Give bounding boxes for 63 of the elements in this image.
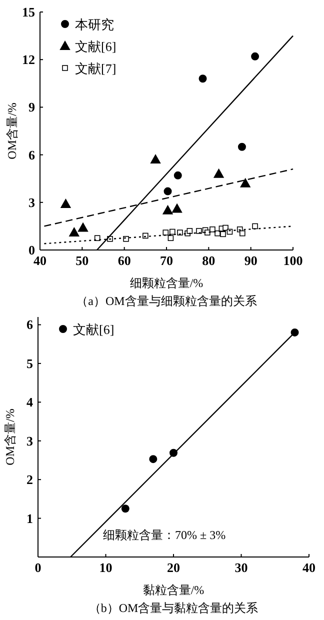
- x-tick-label: 30: [234, 560, 248, 575]
- x-axis-title: 黏粒含量/%: [142, 583, 204, 597]
- x-tick-label: 20: [167, 560, 180, 575]
- point: [162, 230, 169, 236]
- point: [252, 223, 258, 230]
- x-tick-label: 90: [244, 253, 258, 268]
- point: [94, 235, 100, 241]
- point: [220, 231, 226, 238]
- x-tick-label: 60: [118, 253, 131, 268]
- point: [69, 228, 80, 237]
- y-tick-label: 0: [28, 242, 35, 258]
- point: [240, 178, 250, 188]
- y-axis-title: OM含量/%: [3, 408, 17, 466]
- point: [142, 232, 148, 239]
- point: [204, 230, 210, 236]
- point: [251, 52, 260, 60]
- point: [164, 187, 172, 196]
- annotation: 细颗粒含量：70% ± 3%: [103, 528, 226, 542]
- y-axis-title: OM含量/%: [5, 102, 19, 160]
- point: [170, 228, 176, 235]
- x-tick-label: 50: [76, 253, 89, 268]
- y-tick-label: 3: [26, 433, 34, 448]
- legend-label: 文献[6]: [73, 322, 114, 337]
- y-tick-label: 12: [22, 52, 35, 68]
- point: [210, 226, 216, 232]
- legend-label: 文献[6]: [75, 39, 116, 54]
- x-axis-title: 细颗粒含量/%: [130, 276, 204, 290]
- x-tick-label: 10: [99, 560, 112, 575]
- point: [174, 171, 182, 180]
- point: [172, 204, 182, 213]
- point: [168, 235, 174, 241]
- point: [186, 228, 193, 234]
- x-tick-label: 40: [34, 253, 46, 268]
- text: （a）OM含量与细颗粒含量的关系: [76, 294, 257, 308]
- y-tick-label: 15: [22, 4, 36, 20]
- point: [78, 222, 88, 232]
- y-tick-label: 4: [26, 394, 34, 410]
- point: [123, 236, 129, 242]
- point: [198, 74, 207, 83]
- x-tick-label: 80: [202, 253, 216, 268]
- x-tick-label: 40: [302, 560, 316, 575]
- legend-label: 文献[7]: [75, 61, 116, 76]
- point: [60, 198, 71, 208]
- y-tick-label: 6: [26, 317, 34, 332]
- point: [121, 504, 130, 513]
- y-tick-label: 5: [26, 356, 34, 371]
- x-tick-label: 100: [283, 253, 303, 268]
- point: [240, 230, 246, 236]
- point: [222, 224, 228, 231]
- point: [177, 230, 183, 236]
- x-tick-label: 70: [160, 253, 173, 268]
- y-tick-label: 6: [28, 147, 36, 162]
- text: （b）OM含量与黏粒含量的关系: [88, 601, 258, 615]
- point: [150, 154, 161, 164]
- legend-label: 本研究: [75, 17, 114, 32]
- y-tick-label: 1: [26, 510, 33, 526]
- point: [149, 455, 158, 464]
- point: [238, 142, 246, 151]
- y-tick-label: 3: [28, 194, 36, 210]
- y-tick-label: 2: [26, 472, 33, 488]
- point: [162, 205, 173, 214]
- y-tick-label: 9: [28, 100, 36, 115]
- point: [214, 168, 224, 178]
